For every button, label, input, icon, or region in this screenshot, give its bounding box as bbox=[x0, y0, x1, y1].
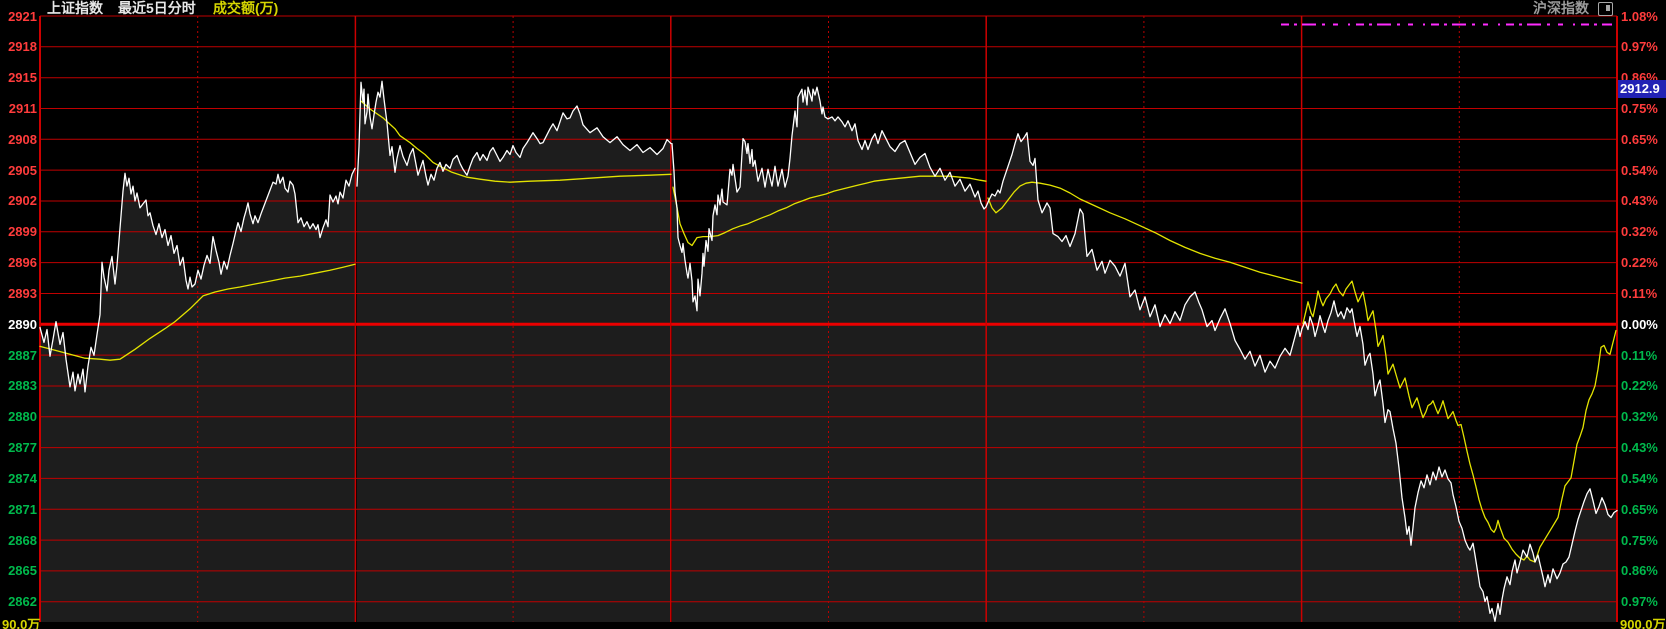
view-mode-tab[interactable]: 最近5日分时 bbox=[118, 0, 196, 16]
index-title: 上证指数 bbox=[47, 0, 103, 16]
price-axis-tick: 2915 bbox=[8, 70, 37, 86]
price-area-fill bbox=[40, 168, 355, 623]
volume-axis-label-left-partial: 90.0万 bbox=[2, 617, 41, 629]
price-axis-tick: 2902 bbox=[8, 193, 37, 209]
price-axis-tick: 2905 bbox=[8, 162, 37, 178]
percent-axis-tick: 0.65% bbox=[1621, 501, 1658, 517]
average-line bbox=[987, 181, 1303, 284]
price-area-fill bbox=[1302, 300, 1617, 622]
price-line bbox=[356, 80, 672, 187]
price-axis-tick: 2887 bbox=[8, 347, 37, 363]
percent-axis-tick: 1.08% bbox=[1621, 8, 1658, 24]
percent-axis-tick: 0.75% bbox=[1621, 532, 1658, 548]
price-axis-tick: 2899 bbox=[8, 224, 37, 240]
price-axis-tick: 2877 bbox=[8, 440, 37, 456]
percent-axis-tick: 0.54% bbox=[1621, 162, 1658, 178]
price-axis-tick: 2880 bbox=[8, 409, 37, 425]
percent-axis-tick: 0.97% bbox=[1621, 594, 1658, 610]
price-marker-badge: 2912.9 bbox=[1618, 80, 1666, 98]
percent-axis-tick: 0.00% bbox=[1621, 316, 1658, 332]
price-line bbox=[671, 86, 987, 312]
percent-axis-tick: 0.22% bbox=[1621, 255, 1658, 271]
price-axis-tick: 2911 bbox=[8, 100, 37, 116]
price-line bbox=[1301, 300, 1618, 622]
percent-axis-tick: 0.32% bbox=[1621, 224, 1658, 240]
price-line bbox=[985, 132, 1303, 373]
price-axis-tick: 2908 bbox=[8, 131, 37, 147]
price-axis-tick: 2893 bbox=[8, 285, 37, 301]
average-line bbox=[39, 263, 356, 361]
percent-axis-tick: 0.43% bbox=[1621, 193, 1658, 209]
price-axis-tick: 2874 bbox=[8, 470, 37, 486]
percent-axis-tick: 0.97% bbox=[1621, 39, 1658, 55]
volume-legend-label: 成交额(万) bbox=[213, 0, 279, 16]
percent-axis-tick: 0.11% bbox=[1621, 285, 1658, 301]
right-panel-toggle-label[interactable]: 沪深指数 bbox=[1533, 0, 1589, 16]
percent-axis-tick: 0.65% bbox=[1621, 131, 1658, 147]
price-axis-tick: 2921 bbox=[8, 8, 37, 24]
percent-axis-tick: 0.75% bbox=[1621, 100, 1658, 116]
average-line bbox=[1302, 280, 1617, 563]
percent-axis-tick: 0.32% bbox=[1621, 409, 1658, 425]
price-line bbox=[39, 167, 356, 393]
percent-axis-tick: 0.43% bbox=[1621, 440, 1658, 456]
price-axis-tick: 2862 bbox=[8, 594, 37, 610]
percent-axis-tick: 0.86% bbox=[1621, 563, 1658, 579]
price-area-fill bbox=[672, 87, 986, 622]
price-area-fill bbox=[357, 81, 671, 623]
price-axis-tick: 2868 bbox=[8, 532, 37, 548]
price-axis-tick: 2883 bbox=[8, 378, 37, 394]
price-axis-tick: 2896 bbox=[8, 255, 37, 271]
price-axis-tick: 2918 bbox=[8, 39, 37, 55]
percent-axis-tick: 0.22% bbox=[1621, 378, 1658, 394]
price-axis-tick: 2871 bbox=[8, 501, 37, 517]
volume-axis-label-right-partial: 900.0万 bbox=[1620, 617, 1666, 629]
price-axis-tick: 2865 bbox=[8, 563, 37, 579]
average-line bbox=[672, 175, 987, 247]
price-axis-tick: 2890 bbox=[8, 316, 37, 332]
panel-toggle-icon[interactable] bbox=[1598, 2, 1613, 16]
average-line bbox=[360, 100, 672, 183]
percent-axis-tick: 0.54% bbox=[1621, 470, 1658, 486]
percent-axis-tick: 0.11% bbox=[1621, 347, 1658, 363]
